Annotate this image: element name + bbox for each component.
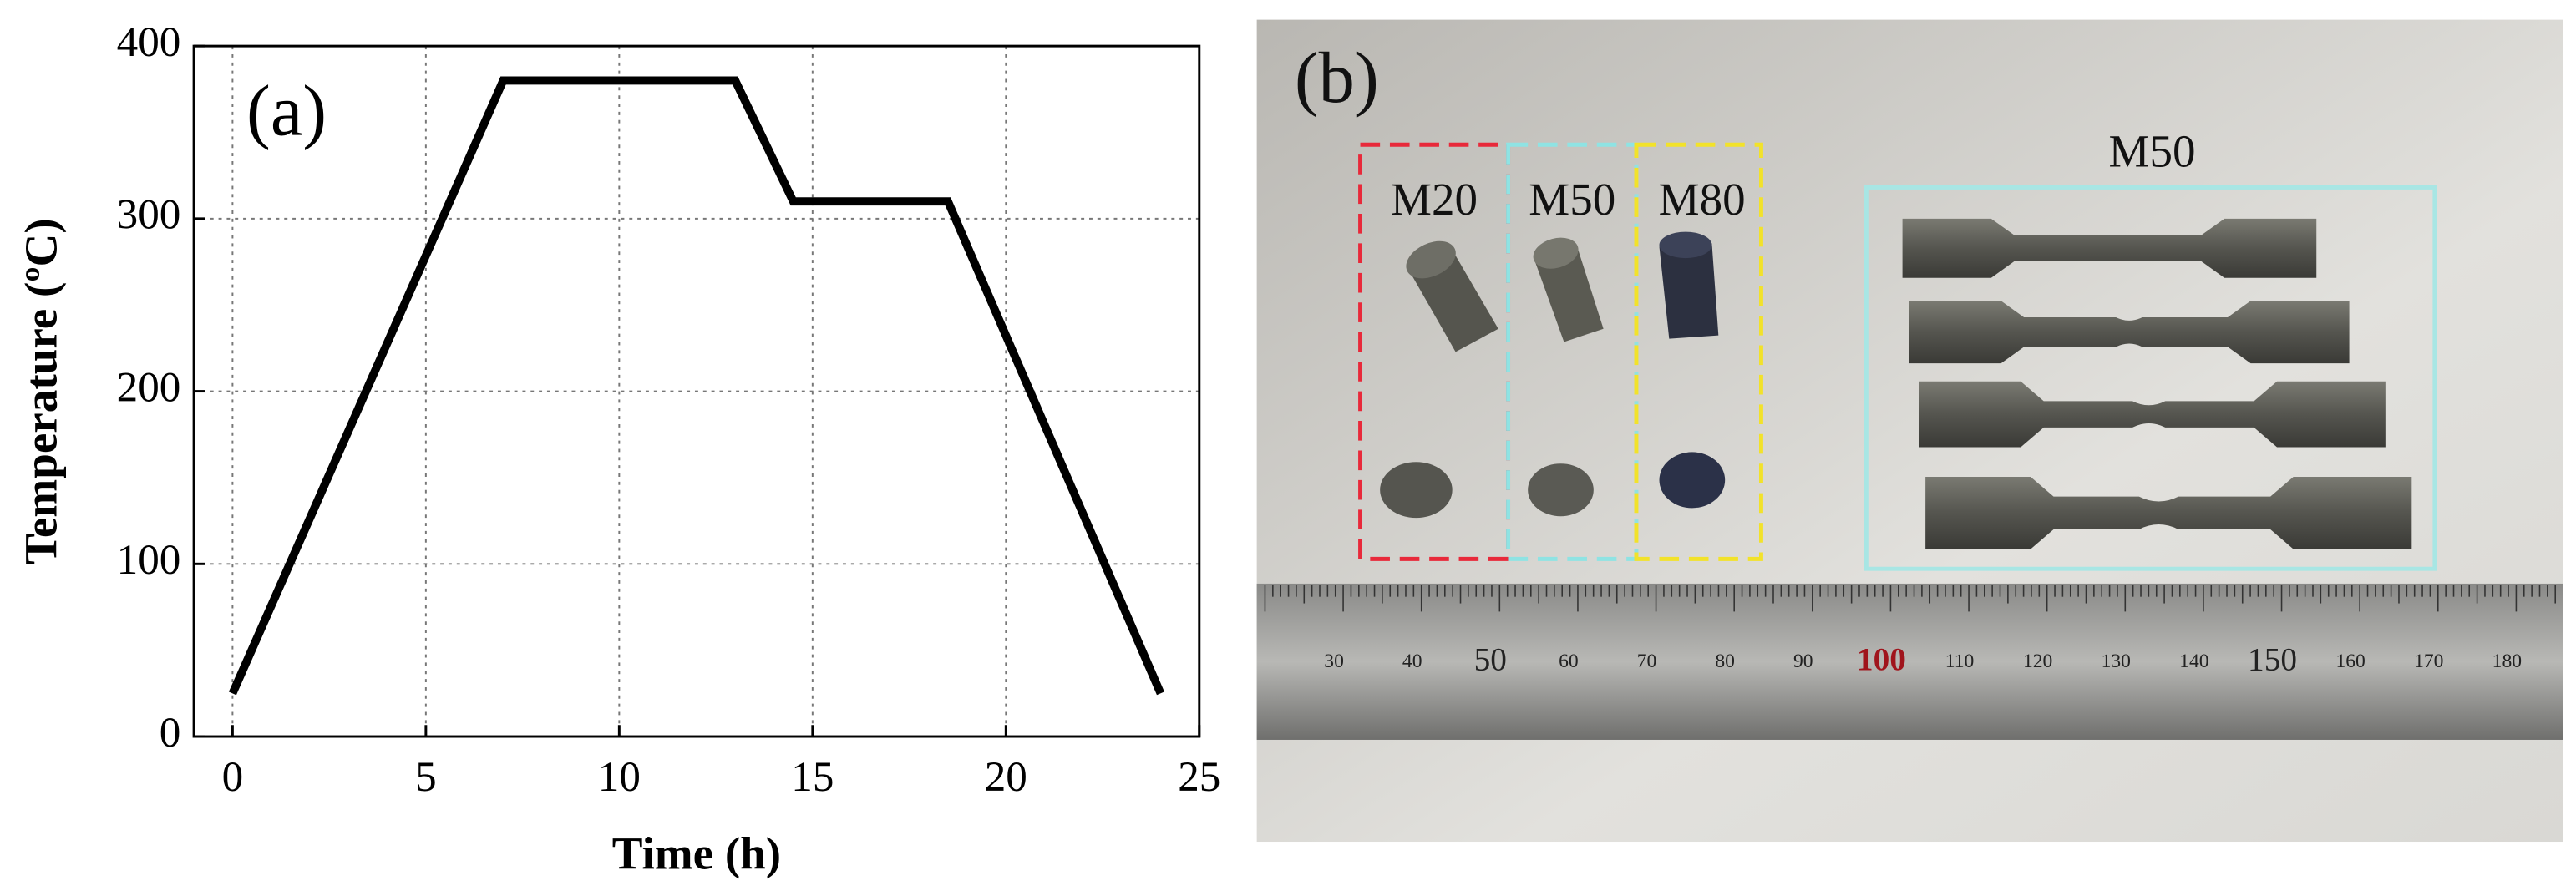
ruler-label: 70: [1637, 650, 1657, 672]
ruler-ticks: 30 40 50 60 70 80 90 100 110 120 130 140 150 160 170 18…: [1264, 585, 2557, 677]
ruler-label: 150: [2248, 640, 2297, 677]
cylinder: [1533, 237, 1604, 342]
ruler-label: 170: [2414, 650, 2443, 672]
y-tick-label: 200: [117, 363, 181, 411]
ruler-label: 40: [1402, 650, 1422, 672]
ruler-label: 120: [2023, 650, 2052, 672]
ruler-label: 30: [1324, 650, 1344, 672]
ruler-label: 130: [2102, 650, 2131, 672]
photo-b: 30 40 50 60 70 80 90 100 110 120 130 140 150 160 170 18…: [1256, 19, 2563, 843]
ruler-label: 50: [1474, 640, 1507, 677]
panel-label: (b): [1295, 38, 1379, 118]
tensile-box: [1864, 185, 2437, 571]
tensile-bar: [1919, 381, 2386, 448]
ruler-label: 180: [2492, 650, 2522, 672]
tensile-bar: [1909, 301, 2350, 364]
ruler-label: 160: [2335, 650, 2365, 672]
group-label: M80: [1659, 174, 1746, 225]
y-tick-label: 400: [117, 18, 181, 66]
ruler-label: 60: [1559, 650, 1579, 672]
tensile-bar: [1902, 218, 2317, 278]
cylinder: [1659, 231, 1719, 339]
x-tick-label: 5: [415, 753, 437, 801]
x-tick-label: 20: [985, 753, 1027, 801]
y-tick-label: 0: [160, 709, 181, 757]
ruler-label: 140: [2179, 650, 2208, 672]
m80-box: [1634, 142, 1763, 561]
tensile-label: M50: [2109, 126, 2196, 177]
ruler-label: 90: [1793, 650, 1813, 672]
disc: [1380, 462, 1453, 519]
disc: [1659, 452, 1726, 509]
y-axis-label: Temperature (ºC): [16, 218, 67, 564]
disc: [1528, 463, 1594, 517]
x-tick-label: 0: [222, 753, 244, 801]
cylinder: [1406, 240, 1498, 352]
ruler-label: 110: [1945, 650, 1975, 672]
ruler-label: 100: [1857, 640, 1906, 677]
x-tick-label: 10: [598, 753, 641, 801]
x-axis-label: Time (h): [612, 828, 781, 878]
x-tick-label: 25: [1178, 753, 1220, 801]
ruler-label: 80: [1715, 650, 1735, 672]
y-tick-label: 300: [117, 191, 181, 239]
plot-frame: [192, 44, 1201, 738]
annotation: (a): [246, 71, 327, 151]
x-tick-label: 15: [791, 753, 834, 801]
data-line: [228, 76, 1165, 696]
group-label: M20: [1391, 174, 1478, 225]
group-label: M50: [1529, 174, 1615, 225]
y-tick-label: 100: [117, 536, 181, 584]
tensile-bar: [1925, 476, 2412, 549]
ruler: [1256, 583, 2563, 740]
chart-a: 0 5 10 15 20 25 0 100 200 300 400 (a) Time (h) Temper…: [16, 18, 1221, 879]
